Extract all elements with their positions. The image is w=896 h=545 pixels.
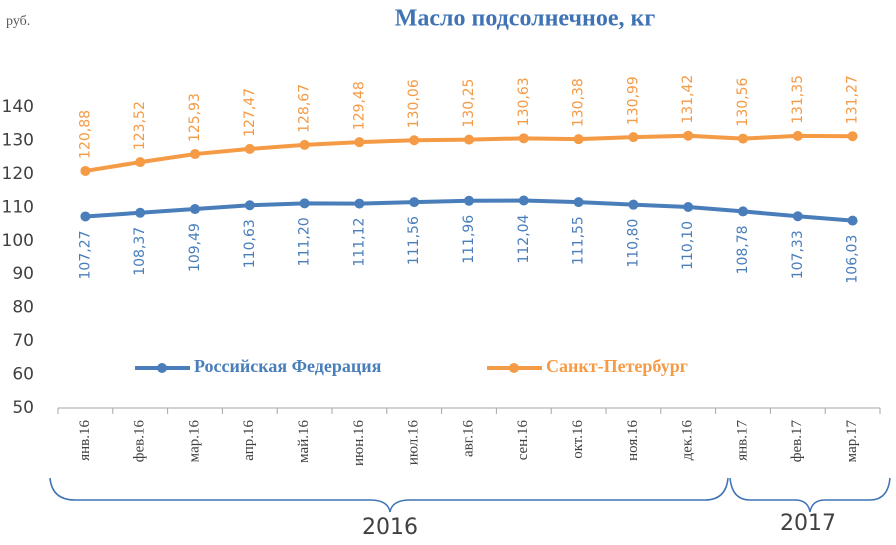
year-label: 2017 [780,511,836,536]
point [409,135,420,146]
data-label: 110,63 [242,219,258,268]
data-label: 110,80 [625,219,641,268]
x-tick-label: ноя.16 [625,420,641,461]
point [409,197,420,208]
x-tick-label: сен.16 [515,420,531,461]
point [628,132,639,143]
data-label: 111,20 [297,217,313,266]
point [573,197,584,208]
data-label: 128,67 [297,84,313,133]
data-label: 129,48 [351,81,367,130]
legend-label: Российская Федерация [194,356,382,376]
point [518,195,529,206]
point [573,134,584,145]
x-tick-label: мар.17 [844,420,860,463]
x-tick-label: мар.16 [186,420,202,463]
data-label: 107,27 [77,230,93,279]
year-brace [49,477,729,513]
x-tick-label: июл.16 [406,420,422,466]
data-label: 109,49 [187,223,203,272]
data-label: 131,27 [845,75,861,124]
y-tick-label: 90 [12,264,34,284]
point [354,137,365,148]
data-label: 108,37 [132,227,148,276]
y-tick-label: 140 [2,97,34,117]
data-label: 108,78 [735,225,751,274]
legend-marker [157,363,167,373]
point [792,130,803,141]
data-label: 130,38 [571,78,587,127]
data-label: 130,99 [625,76,641,125]
point [518,133,529,144]
legend-label: Санкт-Петербург [546,356,688,376]
y-unit: руб. [6,14,30,29]
point [80,211,91,222]
point [190,149,200,160]
y-tick-label: 120 [2,164,34,184]
point [738,206,748,217]
data-label: 130,63 [516,77,532,126]
data-label: 111,55 [571,216,587,265]
point [80,165,91,176]
point [244,143,255,154]
data-label: 107,33 [790,230,806,279]
legend-marker [509,363,519,373]
data-label: 130,06 [406,79,422,128]
point [190,204,200,215]
point [464,134,474,145]
point [299,198,310,209]
x-tick-label: июн.16 [351,420,367,467]
y-tick-label: 80 [12,298,34,318]
data-label: 111,96 [461,215,477,264]
y-tick-label: 130 [2,130,34,150]
x-tick-label: авг.16 [460,420,476,457]
data-label: 130,56 [735,77,751,126]
point [299,139,310,150]
x-tick-label: янв.16 [77,420,93,461]
point [628,199,639,210]
data-label: 106,03 [845,235,861,284]
data-label: 111,12 [351,218,367,267]
year-brace [729,477,891,513]
x-tick-label: фев.16 [132,420,148,463]
point [135,207,146,218]
x-tick-label: дек.16 [680,420,696,461]
y-tick-label: 60 [12,365,34,385]
y-tick-label: 50 [12,398,34,418]
data-label: 125,93 [187,93,203,142]
data-label: 130,25 [461,79,477,128]
point [135,157,146,168]
point [847,215,858,226]
point [792,211,803,222]
point [683,130,694,141]
x-tick-label: окт.16 [570,420,586,459]
x-tick-label: янв.17 [734,420,750,461]
year-label: 2016 [362,515,418,540]
x-tick-label: май.16 [296,420,312,463]
x-tick-label: фев.17 [789,420,805,463]
data-label: 112,04 [516,214,532,263]
point [738,133,748,144]
y-tick-label: 100 [2,231,34,251]
y-tick-label: 70 [12,331,34,351]
point [847,131,858,142]
data-label: 111,56 [406,216,422,265]
data-label: 110,10 [680,221,696,270]
data-label: 131,35 [790,75,806,124]
point [683,201,694,212]
data-label: 120,88 [77,110,93,159]
point [354,198,365,209]
point [464,195,474,206]
point [244,200,255,211]
chart-title: Масло подсолнечное, кг [395,6,656,32]
data-label: 123,52 [132,101,148,150]
y-tick-label: 110 [2,197,34,217]
x-tick-label: апр.16 [241,420,257,461]
data-label: 127,47 [242,88,258,137]
data-label: 131,42 [680,75,696,124]
